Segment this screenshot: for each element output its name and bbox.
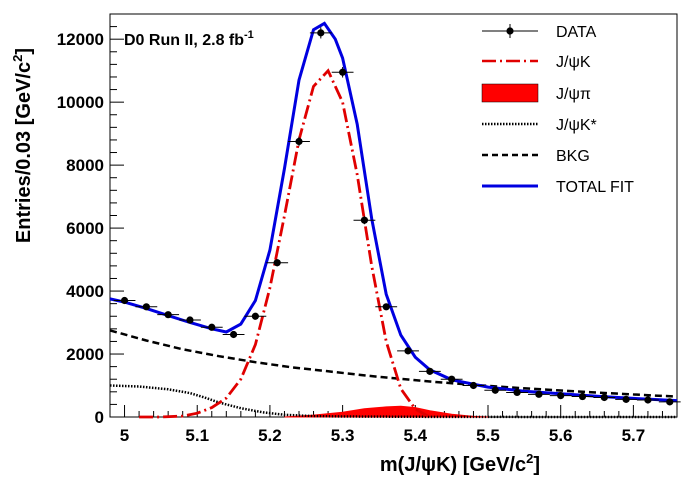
data-marker [535, 390, 543, 398]
legend-label: DATA [556, 24, 597, 41]
data-point [157, 311, 180, 319]
y-tick-label: 0 [95, 408, 104, 427]
y-tick-label: 10000 [57, 93, 104, 112]
legend-label: J/ψK* [556, 117, 597, 134]
x-axis-title: m(J/ψK) [GeV/c2] [380, 451, 540, 476]
x-tick-label: 5.3 [331, 426, 355, 445]
data-point [375, 303, 398, 311]
legend-label: J/ψπ [556, 86, 591, 103]
data-point [549, 391, 572, 400]
chart-title: D0 Run II, 2.8 fb-1 [124, 29, 254, 49]
data-point [440, 375, 463, 383]
data-point [462, 381, 485, 390]
data-marker [404, 347, 412, 355]
legend-item: BKG [482, 148, 590, 165]
data-marker [360, 216, 369, 224]
data-point [418, 367, 441, 375]
data-marker [229, 330, 238, 339]
data-marker [339, 68, 347, 76]
x-tick-label: 5.7 [622, 426, 646, 445]
x-tick-label: 5.6 [549, 426, 573, 445]
data-marker [273, 259, 281, 267]
data-point [506, 388, 528, 397]
series-jpsik [139, 68, 431, 419]
data-marker [448, 375, 456, 383]
x-tick-label: 5 [120, 426, 129, 445]
data-marker [600, 393, 608, 402]
legend-fill-swatch [481, 83, 539, 103]
data-marker [578, 392, 587, 401]
y-axis-title: Entries/0.03 [GeV/c2] [10, 48, 35, 243]
y-tick-label: 6000 [66, 219, 104, 238]
legend-item: DATA [482, 24, 597, 41]
data-marker [164, 311, 172, 319]
data-point [637, 396, 659, 404]
data-marker [557, 391, 565, 400]
data-point [331, 66, 354, 78]
data-point [353, 216, 376, 225]
data-marker [186, 316, 194, 324]
data-point [484, 386, 507, 394]
legend-label: TOTAL FIT [556, 179, 634, 196]
y-tick-label: 12000 [57, 30, 104, 49]
data-point [309, 27, 332, 39]
data-point [244, 312, 267, 320]
legend-label: J/ψK [556, 54, 591, 71]
legend-item: J/ψK* [482, 117, 597, 134]
data-marker [513, 388, 521, 397]
data-marker [622, 395, 630, 403]
data-marker [120, 296, 129, 305]
legend-label: BKG [556, 148, 590, 165]
y-tick-label: 4000 [66, 282, 104, 301]
x-tick-label: 5.1 [185, 426, 209, 445]
legend-item: TOTAL FIT [482, 179, 634, 196]
legend-data-marker [506, 27, 514, 35]
data-marker [142, 303, 150, 311]
total-fit-curve [109, 21, 678, 403]
y-tick-label: 2000 [66, 345, 104, 364]
data-point [571, 392, 594, 401]
data-marker [469, 381, 478, 390]
x-tick-label: 5.2 [258, 426, 282, 445]
data-point [200, 323, 223, 331]
data-point [397, 347, 419, 355]
series-bkg [109, 329, 678, 398]
legend-item: J/ψK [482, 54, 591, 71]
plot-frame [109, 13, 678, 418]
y-axis: 0 2000 4000 6000 8000 10000 12000 [57, 13, 124, 427]
data-marker [666, 398, 674, 406]
jpsik-curve [139, 68, 431, 419]
data-marker [251, 312, 259, 320]
x-tick-label: 5.4 [403, 426, 427, 445]
data-point [113, 296, 136, 305]
data-point [593, 393, 616, 402]
series-data [113, 27, 681, 406]
data-point [658, 398, 681, 406]
legend-item: J/ψπ [481, 83, 591, 103]
data-point [288, 136, 310, 147]
data-point [135, 303, 158, 311]
data-point [527, 390, 550, 398]
y-tick-label: 8000 [66, 156, 104, 175]
data-point [615, 395, 638, 403]
legend: DATA J/ψK J/ψπ J/ψK* BKG TOTAL FIT [481, 24, 634, 196]
data-point [266, 259, 289, 267]
bkg-curve [109, 329, 678, 398]
data-point [222, 330, 245, 339]
data-marker [295, 137, 303, 146]
data-marker [644, 396, 652, 404]
data-marker [317, 29, 325, 37]
series-jpsikstar [109, 384, 677, 419]
series-total-fit [109, 21, 678, 403]
data-marker [491, 386, 499, 394]
data-marker [382, 303, 390, 311]
data-point [179, 316, 201, 324]
data-marker [426, 367, 434, 375]
x-tick-label: 5.5 [476, 426, 500, 445]
data-marker [208, 323, 216, 331]
jpsikstar-curve [109, 384, 677, 419]
